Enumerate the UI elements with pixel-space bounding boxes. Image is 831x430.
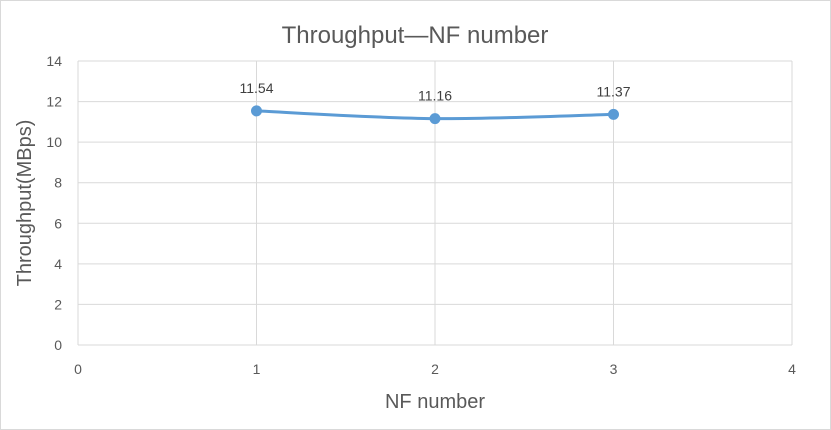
x-tick-label: 1 xyxy=(253,361,261,377)
series-layer: 11.54 11.16 11.37 xyxy=(240,80,631,125)
y-tick-label: 10 xyxy=(46,134,62,150)
data-label: 11.54 xyxy=(240,80,274,96)
y-tick-label: 0 xyxy=(54,337,62,353)
x-tick-label: 2 xyxy=(431,361,439,377)
x-tick-label: 4 xyxy=(788,361,796,377)
data-label: 11.16 xyxy=(418,88,452,104)
y-tick-label: 12 xyxy=(46,94,62,110)
gridlines xyxy=(77,60,793,346)
y-axis-title: Throughput(MBps) xyxy=(14,120,36,287)
x-tick-label: 0 xyxy=(74,361,82,377)
y-tick-label: 2 xyxy=(54,296,62,312)
data-point xyxy=(429,113,441,125)
data-point xyxy=(251,105,262,117)
y-tick-label: 14 xyxy=(46,53,62,69)
y-tick-label: 6 xyxy=(54,215,62,231)
x-axis-title: NF number xyxy=(385,391,485,413)
y-tick-label: 4 xyxy=(54,256,62,272)
y-tick-label: 8 xyxy=(54,175,62,191)
data-point xyxy=(608,108,619,120)
x-tick-label: 3 xyxy=(610,361,618,377)
data-label: 11.37 xyxy=(597,83,631,99)
chart-title: Throughput—NF number xyxy=(282,22,549,49)
